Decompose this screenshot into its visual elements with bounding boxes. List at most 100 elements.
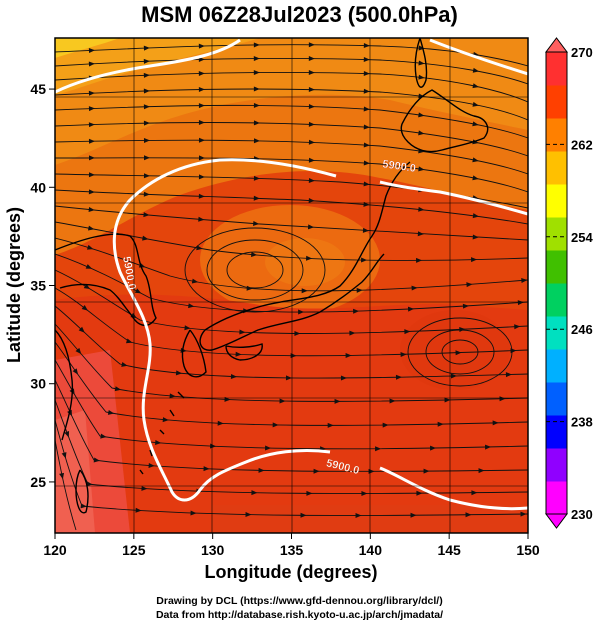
wind-arrowhead xyxy=(188,303,195,309)
wind-arrowhead xyxy=(135,507,142,513)
wind-arrowhead xyxy=(253,120,260,126)
wind-arrowhead xyxy=(472,67,480,73)
wind-arrowhead xyxy=(327,422,334,428)
x-tick-label: 150 xyxy=(516,542,540,558)
wind-arrowhead xyxy=(72,368,79,375)
wind-arrowhead xyxy=(430,445,437,451)
colorbar-band xyxy=(546,316,567,350)
wind-arrowhead xyxy=(78,326,85,333)
wind-arrowhead xyxy=(88,106,95,112)
wind-arrowhead xyxy=(345,353,352,359)
wind-arrowhead xyxy=(253,102,260,108)
wind-arrowhead xyxy=(253,138,260,144)
wind-arrowhead xyxy=(306,490,313,496)
wind-arrowhead xyxy=(175,370,183,376)
wind-arrowhead xyxy=(279,398,286,404)
wind-arrowhead xyxy=(416,490,423,496)
wind-arrowhead xyxy=(198,87,205,93)
wind-arrowhead xyxy=(472,83,479,89)
wind-arrowhead xyxy=(88,122,95,128)
wind-arrowhead xyxy=(162,417,169,423)
wind-arrowhead xyxy=(100,433,107,439)
wind-arrowhead xyxy=(363,106,370,112)
wind-arrowhead xyxy=(88,61,95,67)
wind-arrowhead xyxy=(423,468,430,474)
wind-arrowhead xyxy=(418,45,425,51)
wind-arrowhead xyxy=(471,257,478,263)
wind-arrowhead xyxy=(471,490,478,496)
wind-arrowhead xyxy=(361,257,368,263)
wind-arrowhead xyxy=(191,278,199,284)
x-tick-label: 135 xyxy=(280,542,304,558)
wind-arrowhead xyxy=(198,70,205,76)
wind-arrowhead xyxy=(472,213,479,219)
wind-arrowhead xyxy=(285,375,292,381)
wind-arrowhead xyxy=(340,375,347,381)
wind-arrowhead xyxy=(363,71,370,77)
wind-arrowhead xyxy=(349,330,356,336)
wind-arrowhead xyxy=(272,422,279,428)
contour-label: 5900.0 xyxy=(382,158,417,175)
wind-arrowhead xyxy=(363,43,370,49)
wind-arrowhead xyxy=(517,300,524,306)
wind-arrowhead xyxy=(143,212,150,218)
y-tick-label: 30 xyxy=(30,376,46,392)
colorbar-tick-label: 270 xyxy=(571,45,593,60)
wind-arrowhead xyxy=(107,409,115,415)
wind-arrowhead xyxy=(362,227,369,233)
wind-arrowhead xyxy=(184,325,191,331)
wind-arrowhead xyxy=(86,481,93,487)
wind-arrowhead xyxy=(313,468,320,474)
wind-arrowhead xyxy=(334,398,341,404)
wind-arrowhead xyxy=(198,193,205,199)
colorbar-band xyxy=(546,85,567,119)
colorbar-band xyxy=(546,52,567,86)
wind-arrowhead xyxy=(245,512,252,518)
wind-arrowhead xyxy=(143,191,150,197)
geopotential-contours xyxy=(55,38,528,511)
wind-arrowhead xyxy=(86,244,94,250)
colorbar-tick-label: 230 xyxy=(571,507,593,522)
wind-arrowhead xyxy=(143,120,150,126)
y-tick-label: 45 xyxy=(30,81,46,97)
wind-arrowhead xyxy=(418,130,425,136)
wind-arrowhead xyxy=(217,420,224,426)
wind-arrowhead xyxy=(114,386,122,392)
wind-arrowhead xyxy=(121,362,128,367)
wind-arrowhead xyxy=(198,137,205,143)
colorbar-min-arrow xyxy=(545,513,568,529)
wind-arrowhead xyxy=(308,121,315,127)
y-axis-label: Latitude (degrees) xyxy=(4,207,24,363)
wind-arrowhead xyxy=(437,421,444,427)
wind-arrowhead xyxy=(298,309,305,315)
wind-arrowhead xyxy=(308,104,315,110)
x-tick-label: 125 xyxy=(122,542,146,558)
wind-arrowhead xyxy=(253,195,260,201)
wind-arrowhead xyxy=(356,287,363,293)
wind-arrowhead xyxy=(307,224,315,230)
wind-arrowhead xyxy=(472,157,479,163)
wind-arrowhead xyxy=(418,74,425,80)
wind-arrowhead xyxy=(472,121,479,127)
colorbar-tick-label: 262 xyxy=(571,137,593,152)
wind-arrowhead xyxy=(83,283,91,290)
map-title: MSM 06Z28Jul2023 (500.0hPa) xyxy=(141,2,458,27)
wind-arrowhead xyxy=(395,374,402,380)
wind-arrowhead xyxy=(407,306,415,312)
colorbar-band xyxy=(546,283,567,317)
colorbar-band xyxy=(546,151,567,185)
wind-arrowhead xyxy=(301,288,308,294)
wind-arrowhead xyxy=(148,462,155,468)
credit-data-source: Data from http://database.rish.kyoto-u.a… xyxy=(155,609,444,621)
wind-arrowhead xyxy=(203,466,210,472)
wind-arrowhead xyxy=(465,512,472,518)
wind-arrowhead xyxy=(230,373,237,379)
colorbar-tick-label: 238 xyxy=(571,415,593,430)
y-tick-label: 40 xyxy=(30,179,46,195)
wind-arrowhead xyxy=(308,70,315,76)
colorbar-band xyxy=(546,349,567,383)
wind-arrowhead xyxy=(125,338,133,344)
wind-arrowhead xyxy=(455,350,462,356)
wind-arrowhead xyxy=(239,329,246,335)
wind-arrowhead xyxy=(353,308,360,314)
